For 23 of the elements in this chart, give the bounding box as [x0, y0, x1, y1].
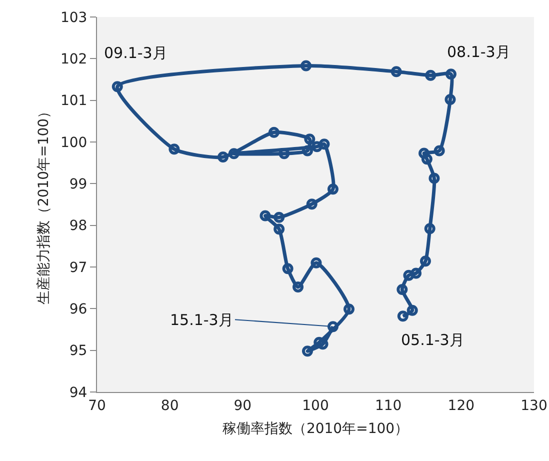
x-tick-label: 80 [160, 398, 179, 414]
x-tick-label: 70 [88, 398, 106, 414]
x-tick-label: 100 [302, 398, 329, 414]
y-tick-label: 94 [69, 384, 88, 401]
y-axis-title: 生産能力指数（2010年=100） [36, 104, 52, 305]
y-tick-label: 96 [69, 302, 88, 318]
y-tick-label: 99 [69, 176, 88, 193]
x-axis-title: 稼働率指数（2010年=100） [222, 421, 409, 438]
annotation: 09.1-3月 [104, 44, 168, 62]
annotation: 15.1-3月 [170, 311, 234, 329]
x-tick-label: 110 [374, 398, 402, 414]
y-tick-label: 98 [69, 218, 88, 234]
y-tick-label: 95 [69, 343, 88, 360]
annotation: 08.1-3月 [447, 43, 510, 61]
x-tick-label: 90 [234, 398, 252, 414]
y-tick-label: 97 [69, 260, 88, 276]
y-tick-label: 100 [60, 134, 88, 151]
annotation: 05.1-3月 [401, 331, 464, 349]
x-tick-label: 120 [448, 398, 475, 414]
y-tick-label: 102 [60, 52, 88, 68]
y-tick-label: 101 [60, 93, 88, 110]
x-tick-label: 130 [520, 398, 548, 414]
y-tick-label: 103 [60, 10, 88, 26]
